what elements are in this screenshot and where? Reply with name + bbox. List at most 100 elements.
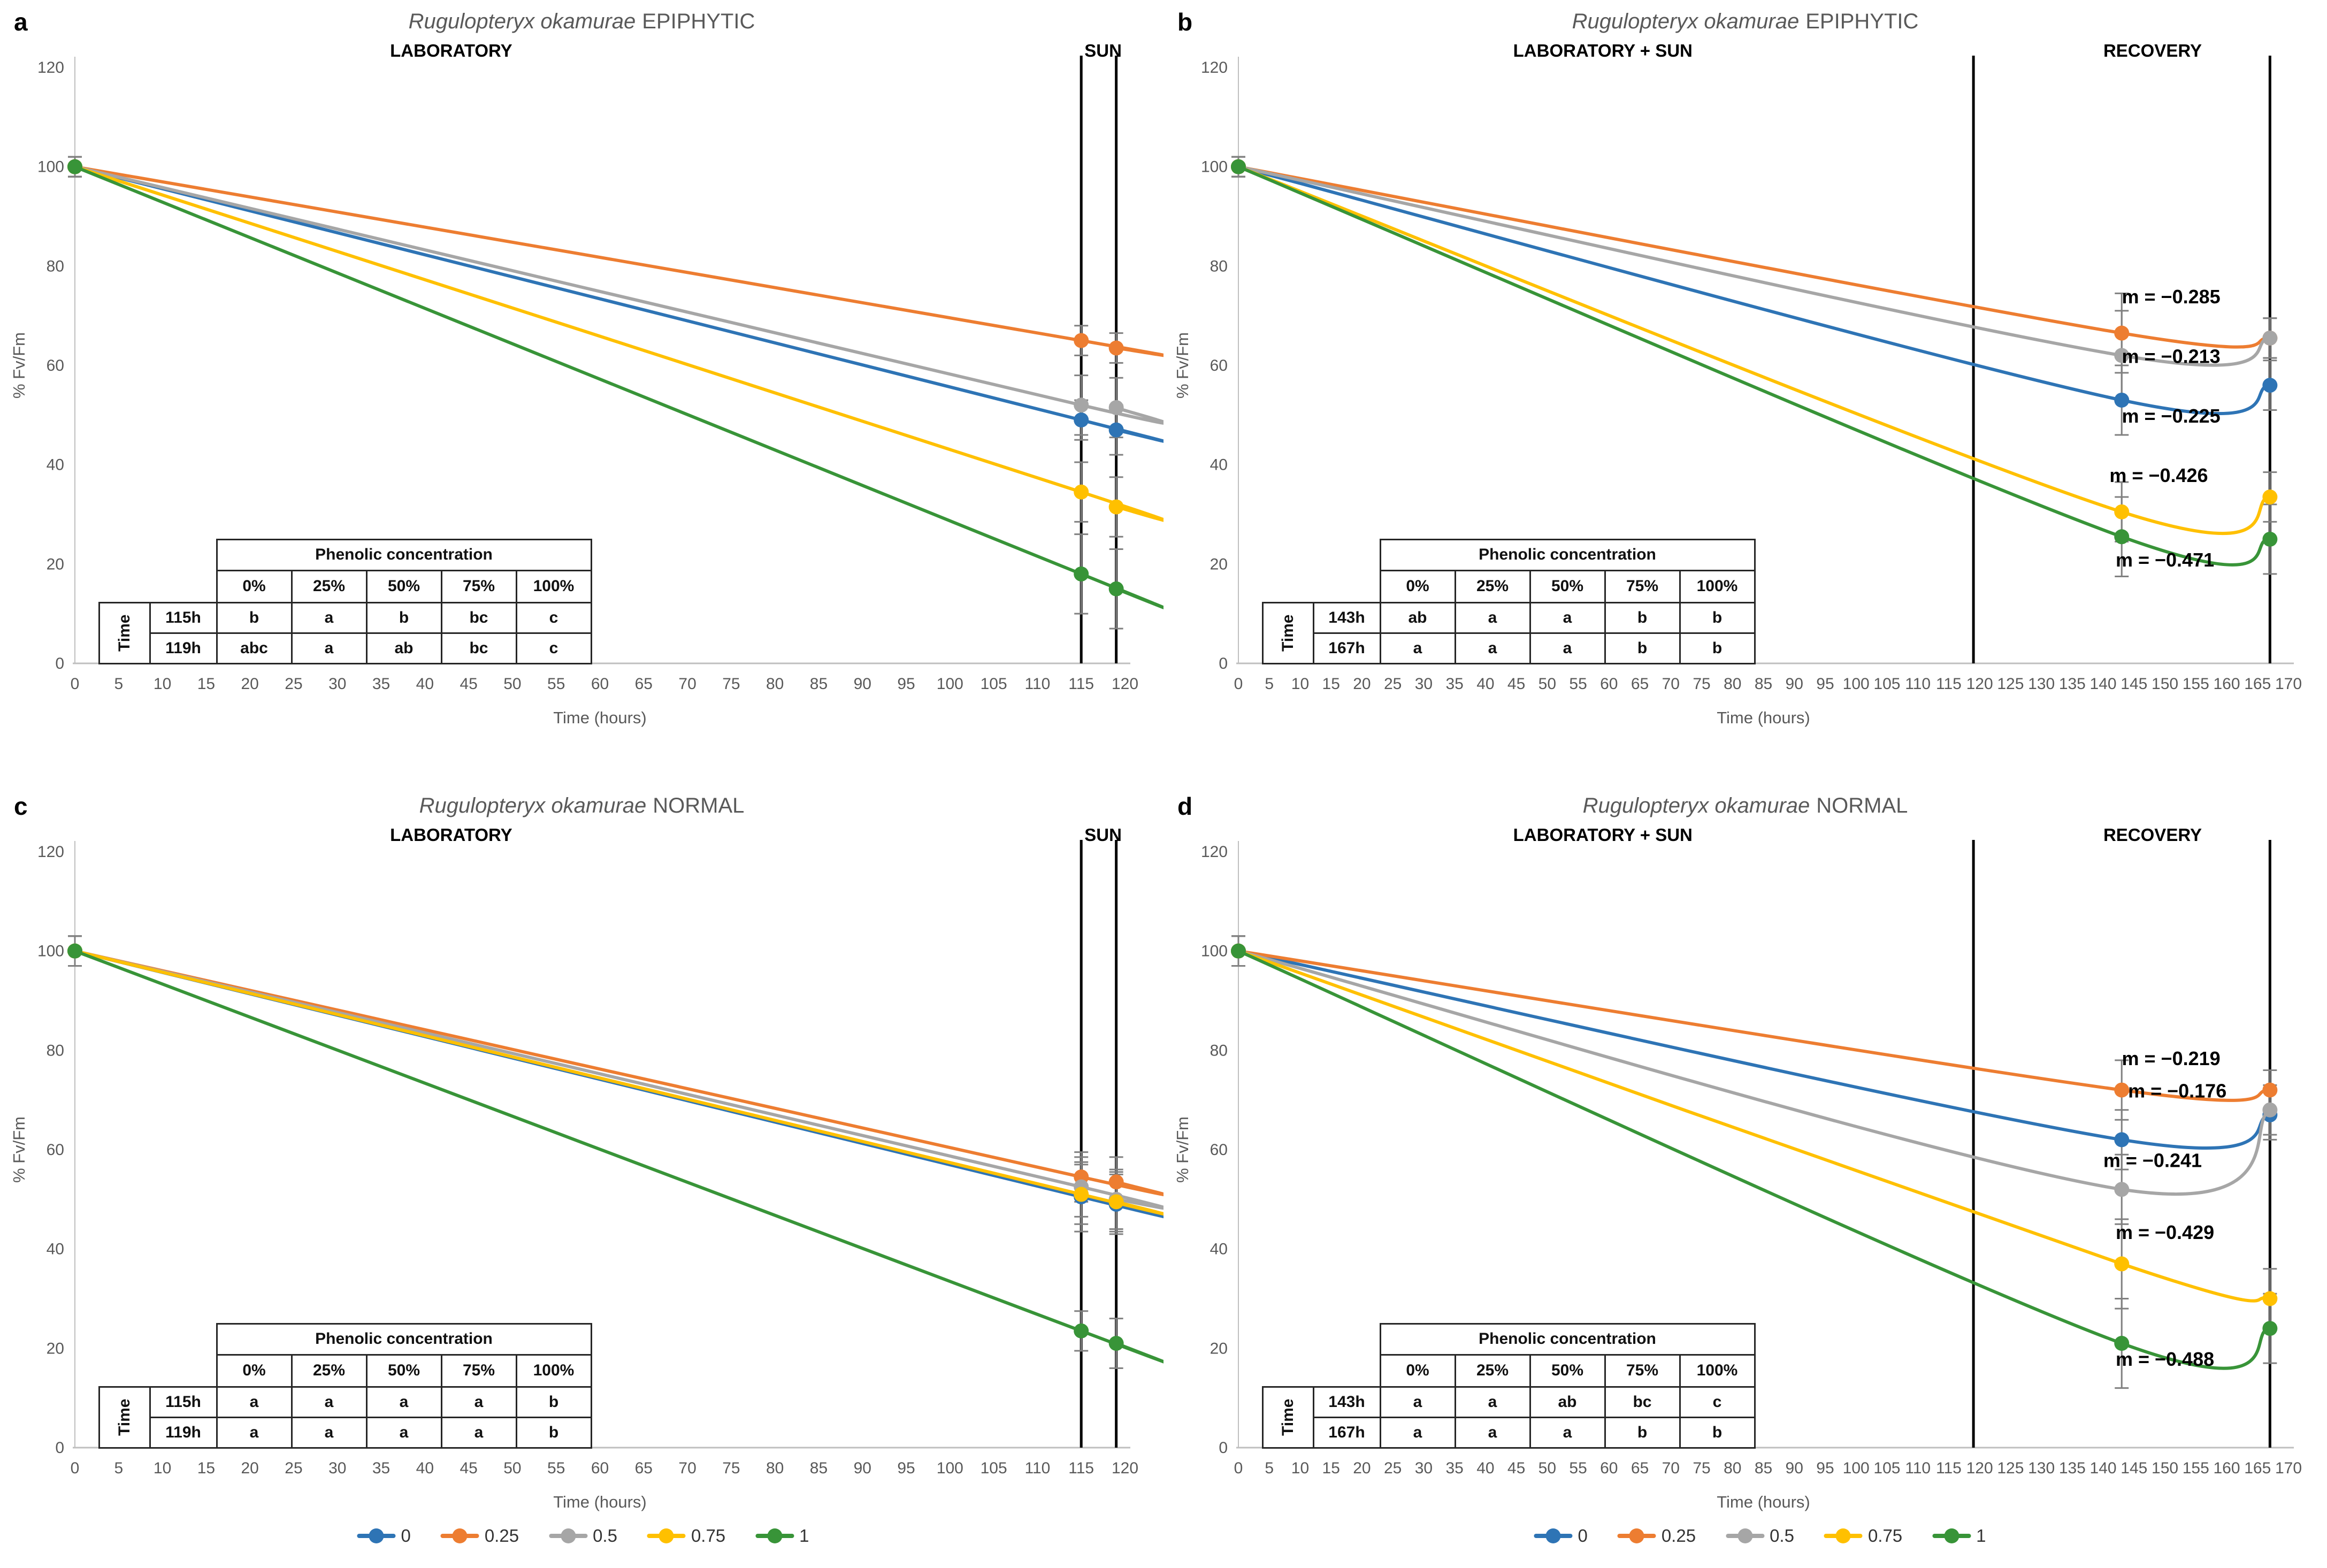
- x-tick-label: 0: [1234, 675, 1243, 693]
- data-point-marker-0.5: [2262, 1102, 2278, 1118]
- table-title: Phenolic concentration: [216, 538, 592, 571]
- table-sig-cell: a: [216, 1386, 293, 1418]
- series-legend: 0 0.25 0.5 0.75 1: [1534, 1526, 1986, 1546]
- table-col-header: 0%: [216, 1353, 293, 1388]
- x-tick-label: 105: [981, 1459, 1007, 1477]
- legend-marker-icon: [549, 1534, 588, 1538]
- x-tick-label: 110: [1025, 675, 1051, 693]
- x-tick-label: 110: [1025, 1459, 1051, 1477]
- x-tick-label: 5: [114, 1459, 123, 1477]
- x-tick-label: 105: [1873, 1459, 1900, 1477]
- x-tick-label: 15: [1322, 1459, 1340, 1477]
- slope-annotation: m = −0.241: [2103, 1149, 2202, 1171]
- table-sig-cell: c: [1679, 1386, 1756, 1418]
- x-tick-label: 65: [1631, 1459, 1649, 1477]
- table-sig-cell: b: [515, 1386, 592, 1418]
- table-col-header: 75%: [1604, 1353, 1681, 1388]
- x-tick-label: 30: [1415, 1459, 1433, 1477]
- x-tick-label: 80: [1724, 1459, 1741, 1477]
- y-tick-label: 60: [47, 357, 64, 374]
- x-tick-label: 40: [1476, 1459, 1494, 1477]
- data-point-marker-1: [2262, 1321, 2278, 1336]
- table-title: Phenolic concentration: [1379, 1322, 1756, 1356]
- x-tick-label: 55: [547, 1459, 565, 1477]
- table-col-header: 50%: [365, 1353, 442, 1388]
- table-col-header: 25%: [290, 1353, 368, 1388]
- x-tick-label: 135: [2059, 1459, 2086, 1477]
- table-row-header: Time: [98, 601, 151, 664]
- table-title: Phenolic concentration: [1379, 538, 1756, 571]
- legend-item: 0.25: [1617, 1526, 1696, 1546]
- legend-marker-icon: [755, 1534, 794, 1538]
- x-tick-label: 25: [1384, 675, 1402, 693]
- table-sig-cell: b: [515, 1416, 592, 1449]
- table-sig-cell: a: [290, 1416, 368, 1449]
- significance-table-b: Phenolic concentration 0% 25% 50% 75% 100% Tim…: [1261, 538, 1756, 664]
- legend-label: 1: [1976, 1526, 1986, 1546]
- x-tick-label: 45: [460, 675, 477, 693]
- phase-label: LABORATORY: [390, 825, 512, 845]
- x-tick-label: 50: [503, 675, 521, 693]
- x-tick-label: 115: [1936, 1459, 1962, 1477]
- table-sig-cell: a: [1529, 632, 1606, 664]
- legend-marker-icon: [647, 1534, 686, 1538]
- data-point-marker-0: [2262, 378, 2278, 393]
- x-tick-label: 80: [1724, 675, 1741, 693]
- table-sig-cell: a: [1379, 1386, 1456, 1418]
- series-line-0.75: [74, 949, 1164, 1216]
- data-point-marker-1: [2114, 529, 2130, 545]
- data-point-marker-0.25: [2114, 1082, 2130, 1098]
- x-tick-label: 75: [722, 675, 740, 693]
- phase-label: LABORATORY + SUN: [1513, 41, 1693, 60]
- x-tick-label: 130: [2028, 675, 2055, 693]
- panel-letter: a: [14, 8, 28, 36]
- x-tick-label: 25: [285, 675, 302, 693]
- legend-label: 0.5: [1770, 1526, 1794, 1546]
- panel-letter: d: [1177, 792, 1193, 820]
- x-tick-label: 155: [2183, 675, 2209, 693]
- slope-annotation: m = −0.488: [2116, 1348, 2214, 1370]
- slope-annotation: m = −0.285: [2122, 286, 2221, 308]
- series-line-0.5: [1238, 949, 2271, 1196]
- x-tick-label: 120: [1966, 1459, 1993, 1477]
- slope-annotation: m = −0.426: [2109, 464, 2208, 486]
- x-tick-label: 70: [678, 1459, 696, 1477]
- panel-title: Rugulopteryx okamurae EPIPHYTIC: [0, 10, 1164, 34]
- legend-label: 0.75: [1867, 1526, 1903, 1546]
- series-line-0.5: [74, 949, 1164, 1210]
- x-tick-label: 165: [2244, 1459, 2271, 1477]
- table-sig-cell: a: [1454, 632, 1531, 664]
- data-point-marker-0.75: [2114, 504, 2130, 519]
- data-point-marker-0.75: [2262, 1291, 2278, 1306]
- x-tick-label: 85: [810, 1459, 828, 1477]
- x-tick-label: 155: [2183, 1459, 2209, 1477]
- x-tick-label: 125: [1997, 675, 2024, 693]
- table-time-cell: 119h: [149, 632, 218, 664]
- y-tick-label: 100: [1201, 158, 1228, 176]
- x-tick-label: 125: [1997, 1459, 2024, 1477]
- x-tick-label: 140: [2090, 1459, 2117, 1477]
- legend-item: 1: [1932, 1526, 1986, 1546]
- legend-label: 1: [799, 1526, 809, 1546]
- phase-label: LABORATORY + SUN: [1513, 825, 1693, 845]
- chart-b: 0 20 40 60 80 100 120 0 5 10 15 20 25 30 35 40 45 50 55 60 6…: [1173, 41, 2302, 727]
- table-sig-cell: bc: [1604, 1386, 1681, 1418]
- y-tick-label: 40: [1210, 456, 1228, 474]
- table-sig-cell: a: [290, 1386, 368, 1418]
- table-col-header: 100%: [515, 569, 592, 603]
- table-sig-cell: bc: [440, 601, 517, 634]
- species-name: Rugulopteryx okamurae: [408, 10, 636, 33]
- x-axis-title: Time (hours): [1717, 1493, 1810, 1511]
- table-col-header: 0%: [216, 569, 293, 603]
- data-point-marker-0.5: [1108, 400, 1124, 415]
- title-condition: EPIPHYTIC: [642, 10, 755, 33]
- significance-table-c: Phenolic concentration 0% 25% 50% 75% 100% Tim…: [98, 1322, 592, 1449]
- x-tick-label: 90: [1786, 675, 1803, 693]
- legend-marker-icon: [1932, 1534, 1971, 1538]
- x-tick-label: 40: [416, 675, 434, 693]
- legend-item: 0: [1534, 1526, 1588, 1546]
- x-tick-label: 30: [328, 675, 346, 693]
- x-tick-label: 145: [2121, 675, 2147, 693]
- x-tick-label: 45: [1507, 1459, 1525, 1477]
